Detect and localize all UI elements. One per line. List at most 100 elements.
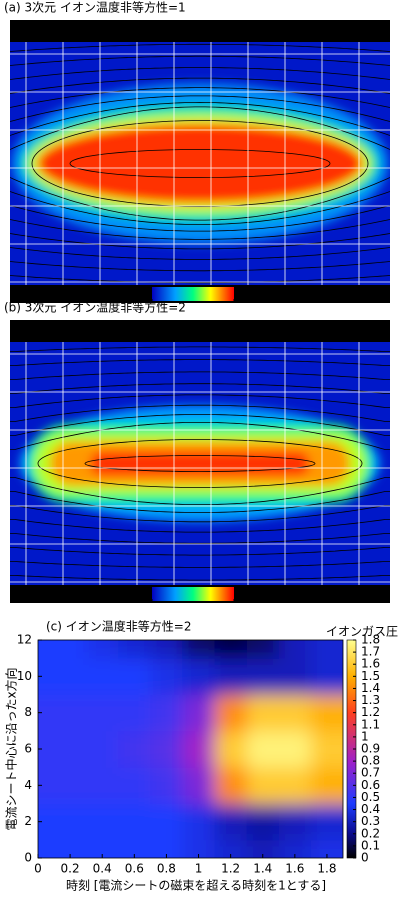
heatmap-cell	[214, 730, 248, 768]
field-line	[10, 261, 390, 272]
heatmap-cell	[278, 767, 312, 804]
field-line	[10, 87, 390, 108]
simulation-image	[10, 342, 390, 585]
y-tick-label: 2	[24, 814, 32, 828]
colorbar-tick-label: 0.1	[361, 838, 380, 852]
legend-entry: 黒線:磁力線	[228, 23, 303, 39]
x-axis-label: 時刻 [電流シートの磁束を超える時刻を1とする]	[66, 878, 326, 893]
heatmap-cell	[310, 658, 343, 695]
heatmap-cell	[118, 658, 151, 695]
y-axis-label: 電流シート中心に沿ったx方向	[4, 667, 19, 830]
heatmap-cell	[150, 839, 183, 858]
field-line	[10, 177, 390, 221]
heatmap-cell	[118, 730, 151, 768]
pressure-contour	[37, 123, 363, 204]
colorbar-tick-label: 0.3	[361, 814, 380, 828]
legend-entry: 色:イオンガス圧分布	[95, 322, 226, 339]
field-loop	[31, 120, 369, 207]
colorbar-tick-label: 0.2	[361, 826, 380, 840]
field-line	[10, 491, 390, 513]
heatmap-cell	[150, 767, 183, 804]
heatmap-cell	[38, 640, 55, 659]
heatmap-cell	[38, 694, 55, 732]
x-tick-label: 0.6	[125, 862, 144, 876]
colorbar-tick-label: 1.2	[361, 705, 380, 719]
x-tick-label: 1.6	[285, 862, 304, 876]
field-loop	[84, 455, 316, 472]
colorbar-tick-label: 1.8	[361, 633, 380, 647]
heatmap-cell	[150, 730, 183, 768]
heatmap-cell	[38, 658, 55, 695]
heatmap-cell	[246, 730, 280, 768]
heatmap-cell	[86, 839, 119, 858]
pressure-blob	[12, 83, 388, 244]
heatmap-cell	[38, 767, 55, 804]
field-line	[10, 247, 390, 260]
colorbar-tick-label: 1.7	[361, 645, 380, 659]
y-tick-label: 10	[17, 669, 32, 683]
heatmap-cell	[86, 694, 119, 732]
x-tick-label: 1.4	[253, 862, 272, 876]
pressure-contour	[90, 451, 310, 476]
heatmap-cell	[54, 640, 87, 659]
heatmap-cell	[182, 839, 216, 858]
field-line	[10, 233, 390, 250]
panel-title: (c) イオン温度非等方性=2	[46, 619, 191, 634]
y-tick-label: 0	[24, 851, 32, 865]
field-line	[10, 575, 390, 581]
colorbar-tick-label: 0.4	[361, 802, 380, 816]
heatmap-cell	[310, 767, 343, 804]
title-bar: t= 21.6 色:イオンガス圧分布 黒線:磁力線	[10, 320, 390, 342]
x-tick-label: 1	[195, 862, 203, 876]
field-line	[10, 414, 390, 436]
field-line	[10, 519, 390, 533]
heatmap-cell	[310, 839, 343, 858]
heatmap-cell	[86, 730, 119, 768]
field-line	[10, 394, 390, 408]
heatmap-cell	[278, 803, 312, 841]
y-tick-label: 8	[24, 705, 32, 719]
heatmap-cell	[182, 767, 216, 804]
field-loop	[69, 149, 331, 178]
heatmap-cell	[182, 730, 216, 768]
field-line	[10, 477, 390, 505]
legend-entry: 黒線:磁力線	[228, 323, 303, 339]
heatmap-cell	[278, 694, 312, 732]
simulation-image	[10, 42, 390, 285]
x-tick-label: 0	[34, 862, 42, 876]
heatmap-cell	[86, 658, 119, 695]
heatmap-cell	[118, 640, 151, 659]
colorbar-tick-label: 0.6	[361, 778, 380, 792]
heatmap-cell	[54, 839, 87, 858]
x-tick-label: 0.4	[93, 862, 112, 876]
colorbar	[152, 287, 234, 301]
colorbar-tick-label: 0.9	[361, 742, 380, 756]
heatmap-cell	[38, 803, 55, 841]
heatmap-cell	[182, 694, 216, 732]
panel-title: (b) 3次元 イオン温度非等方性=2	[4, 300, 186, 315]
heatmap-cell	[310, 730, 343, 768]
heatmap-cell	[150, 694, 183, 732]
x-tick-label: 1.8	[317, 862, 336, 876]
legend-entry: 色:イオンガス圧分布	[95, 22, 226, 39]
title-bar: t= 33.0 色:イオンガス圧分布 黒線:磁力線	[10, 20, 390, 42]
field-line	[10, 505, 390, 523]
heatmap-cell	[54, 730, 87, 768]
time-label: t= 33.0	[16, 23, 69, 39]
field-line	[10, 561, 390, 568]
heatmap-cell	[278, 839, 312, 858]
colorbar-tick-label: 0.7	[274, 287, 293, 301]
field-line	[10, 191, 390, 226]
heatmap	[38, 640, 343, 858]
colorbar-tick-label: 1	[361, 729, 369, 743]
heatmap-cell	[54, 694, 87, 732]
heatmap-cell	[118, 767, 151, 804]
heatmap-cell	[182, 658, 216, 695]
heatmap-cell	[214, 803, 248, 841]
field-line	[10, 359, 390, 366]
field-line	[10, 346, 390, 352]
heatmap-cell	[246, 694, 280, 732]
x-tick-label: 1.2	[221, 862, 240, 876]
title-bar-bg	[10, 20, 390, 42]
